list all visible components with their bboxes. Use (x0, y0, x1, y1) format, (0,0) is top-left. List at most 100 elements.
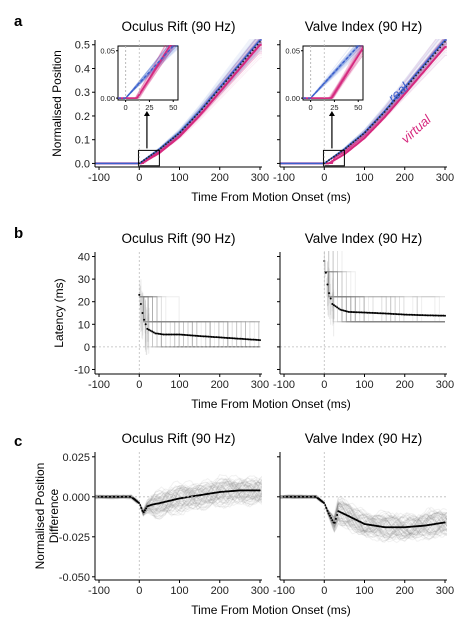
latency-mean-dot (191, 334, 194, 337)
latency-trace (139, 296, 260, 348)
latency-mean-dot (202, 335, 205, 338)
mean-dot (196, 113, 199, 116)
mean-dot (400, 91, 403, 94)
latency-mean-dot (394, 313, 397, 316)
latency-trace (332, 251, 445, 323)
mean-dot (176, 133, 179, 136)
mean-dot (152, 152, 155, 155)
latency-mean-dot (426, 314, 429, 317)
difference-trace (95, 481, 262, 517)
latency-mean-dot (363, 311, 366, 314)
mean-dot (359, 135, 362, 138)
latency-mean-dot (197, 334, 200, 337)
latency-mean-dot (368, 311, 371, 314)
latency-mean-dot (226, 336, 229, 339)
mean-dot (376, 118, 379, 121)
latency-mean-dot (188, 334, 191, 337)
x-tick-label: -100 (273, 379, 295, 391)
latency-mean-dot (365, 311, 368, 314)
latency-mean-dot (138, 293, 141, 296)
difference-mean-dot (140, 507, 143, 509)
latency-mean-dot (424, 314, 427, 317)
mean-dot (390, 102, 393, 105)
latency-mean-dot (386, 312, 389, 315)
latency-mean-dot (183, 333, 186, 336)
mean-dot (364, 131, 367, 134)
latency-mean-dot (164, 333, 167, 336)
inset-real-mean (118, 45, 176, 99)
latency-mean-dot (196, 334, 199, 337)
latency-trace (139, 296, 260, 348)
y-axis-title: Normalised PositionDifference (33, 463, 61, 570)
mean-dot (215, 91, 218, 94)
inset-y-tick-label: 0.05 (285, 47, 300, 56)
latency-mean-dot (210, 335, 213, 338)
mean-dot (205, 102, 208, 105)
latency-mean-dot (431, 314, 434, 317)
mean-dot (405, 85, 408, 88)
latency-mean-dot (415, 313, 418, 316)
mean-dot (186, 123, 189, 126)
latency-mean-dot (212, 335, 215, 338)
latency-trace (324, 271, 445, 323)
mean-dot (374, 121, 376, 123)
latency-trace (324, 271, 445, 323)
x-tick-label: 0 (321, 379, 327, 391)
mean-dot (191, 118, 194, 121)
mean-dot (145, 157, 148, 160)
difference-mean-dot (325, 507, 328, 509)
mean-dot (333, 155, 335, 158)
y-tick-label: 0.2 (75, 111, 90, 123)
latency-mean-dot (159, 333, 162, 336)
mean-dot (386, 108, 388, 111)
mean-dot (203, 105, 206, 108)
mean-dot (174, 135, 177, 138)
y-tick-label: 0.3 (75, 87, 90, 99)
mean-dot (429, 57, 432, 60)
x-tick-label: 200 (396, 379, 414, 391)
mean-dot (234, 69, 237, 71)
y-axis-title: Latency (ms) (52, 278, 66, 347)
difference-trace (280, 494, 447, 539)
mean-dot (172, 137, 174, 140)
latency-mean-dot (257, 339, 260, 342)
latency-mean-dot (373, 311, 376, 314)
latency-mean-dot (151, 330, 154, 333)
latency-mean-dot (184, 333, 187, 336)
mean-dot (254, 46, 257, 49)
mean-dot (230, 74, 232, 77)
mean-dot (181, 128, 184, 131)
mean-dot (155, 150, 158, 153)
mean-dot (140, 160, 143, 163)
difference-trace (95, 481, 262, 517)
latency-trace (324, 271, 445, 323)
latency-mean-dot (384, 312, 387, 315)
mean-dot (427, 60, 429, 63)
latency-mean-dot (340, 309, 343, 312)
latency-mean-dot (176, 333, 179, 336)
latency-mean-dot (389, 312, 392, 315)
latency-mean-dot (400, 313, 403, 316)
latency-mean-dot (377, 312, 380, 315)
mean-dot (410, 80, 413, 83)
latency-mean-dot (189, 334, 192, 337)
mean-dot (349, 143, 352, 146)
mean-dot (352, 141, 355, 144)
latency-mean-dot (192, 334, 195, 337)
latency-trace (139, 296, 260, 323)
y-tick-label: 20 (78, 297, 90, 309)
mean-dot (369, 126, 372, 129)
latency-mean-dot (355, 311, 358, 314)
panel-letter: c (14, 433, 22, 450)
latency-mean-dot (392, 312, 395, 315)
latency-mean-dot (350, 311, 353, 314)
latency-mean-dot (252, 338, 255, 341)
y-tick-label: -10 (74, 364, 90, 376)
difference-trace (95, 475, 262, 516)
latency-trace (324, 271, 445, 323)
latency-mean-dot (410, 313, 413, 316)
difference-trace (280, 494, 447, 534)
latency-mean-dot (435, 314, 438, 317)
latency-trace (324, 271, 445, 323)
latency-mean-dot (141, 312, 144, 314)
